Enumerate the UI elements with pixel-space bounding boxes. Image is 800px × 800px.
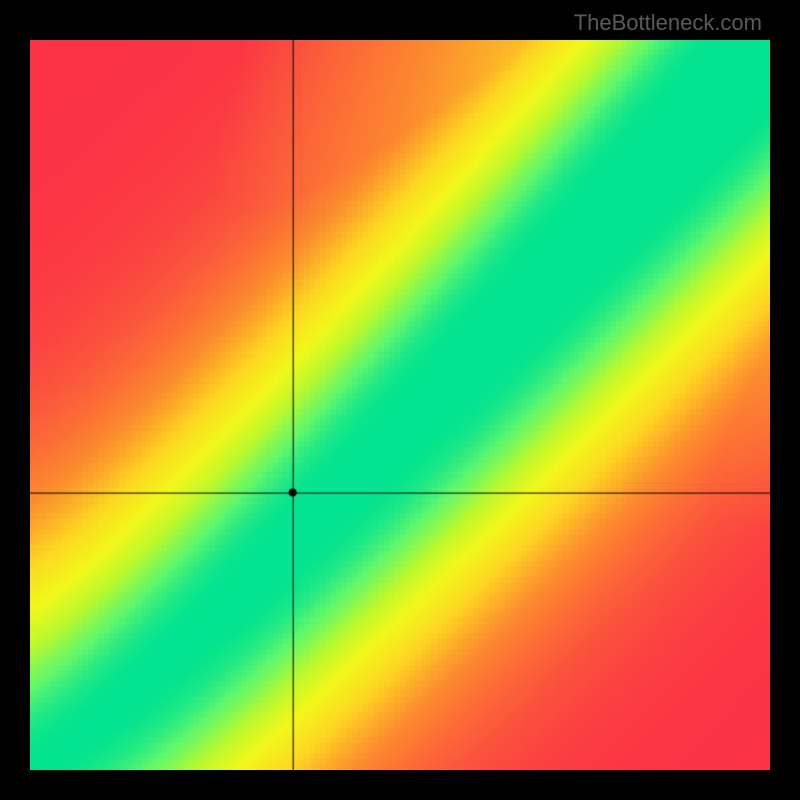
watermark-text: TheBottleneck.com — [574, 10, 762, 36]
bottleneck-heatmap — [30, 40, 770, 770]
